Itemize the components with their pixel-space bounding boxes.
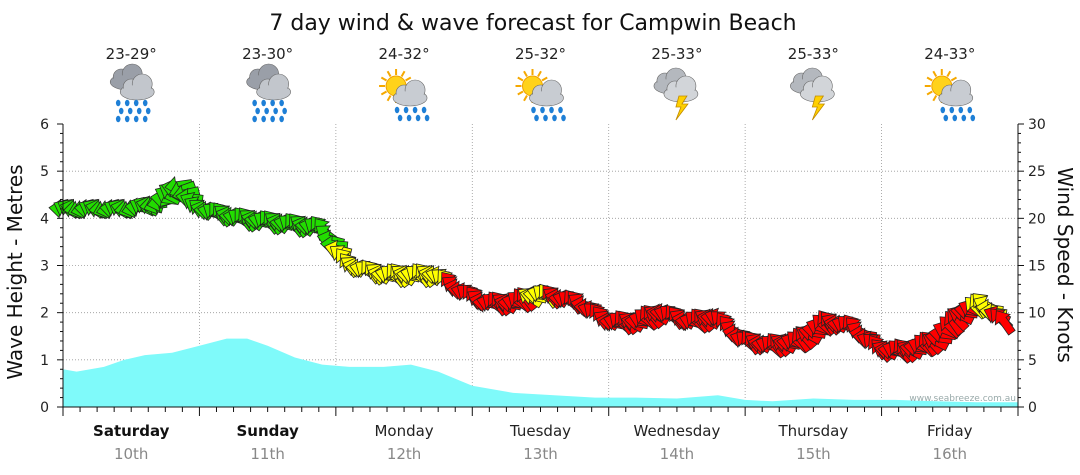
day-name-label: Tuesday	[509, 422, 571, 440]
storm-icon	[790, 67, 835, 121]
right-tick-label: 0	[1028, 400, 1037, 416]
left-tick-label: 3	[40, 259, 49, 275]
day-name-label: Sunday	[236, 422, 299, 440]
right-tick-label: 10	[1028, 306, 1046, 322]
right-tick-label: 20	[1028, 211, 1046, 227]
day-date-label: 14th	[660, 445, 694, 463]
wave-area	[63, 338, 1018, 407]
weather-icons: 23-29° 23-30° 24-32° 25-32° 25-33° 25-33° 24-3…	[106, 45, 976, 123]
sun-rain-icon	[515, 69, 566, 122]
day-date-label: 16th	[933, 445, 967, 463]
sun-rain-icon	[924, 69, 976, 122]
temp-range-label: 25-33°	[651, 45, 702, 63]
left-tick-label: 0	[40, 400, 49, 416]
heavy-rain-icon	[109, 63, 155, 123]
right-tick-label: 25	[1028, 164, 1046, 180]
day-name-label: Saturday	[93, 422, 170, 440]
left-tick-label: 2	[40, 306, 49, 322]
day-date-label: 11th	[250, 445, 284, 463]
wind-arrows	[48, 176, 1016, 364]
left-tick-label: 5	[40, 164, 49, 180]
day-labels: Saturday 10th Sunday 11th Monday 12th Tuesday 1…	[62, 407, 1019, 463]
left-tick-label: 6	[40, 117, 49, 133]
left-tick-label: 1	[40, 353, 49, 369]
day-date-label: 10th	[114, 445, 148, 463]
watermark: www.seabreeze.com.au	[909, 394, 1016, 404]
temp-range-label: 25-33°	[788, 45, 839, 63]
right-axis-label: Wind Speed - Knots	[1053, 167, 1077, 363]
temp-range-label: 24-32°	[379, 45, 430, 63]
left-tick-label: 4	[40, 211, 49, 227]
day-name-label: Monday	[374, 422, 433, 440]
heavy-rain-icon	[246, 63, 291, 123]
right-tick-label: 15	[1028, 259, 1046, 275]
day-date-label: 15th	[796, 445, 830, 463]
day-name-label: Friday	[927, 422, 973, 440]
right-tick-label: 30	[1028, 117, 1046, 133]
sun-rain-icon	[379, 69, 430, 122]
day-date-label: 13th	[523, 445, 557, 463]
storm-icon	[653, 67, 699, 121]
right-tick-label: 5	[1028, 353, 1037, 369]
temp-range-label: 23-30°	[242, 45, 293, 63]
temp-range-label: 23-29°	[106, 45, 157, 63]
chart-title: 7 day wind & wave forecast for Campwin B…	[269, 11, 796, 36]
temp-range-label: 24-33°	[924, 45, 975, 63]
day-name-label: Wednesday	[634, 422, 721, 440]
day-name-label: Thursday	[777, 422, 848, 440]
wind-arrow	[994, 310, 1016, 336]
temp-range-label: 25-32°	[515, 45, 566, 63]
left-axis-label: Wave Height - Metres	[3, 164, 27, 379]
wave-height-area	[63, 338, 1018, 407]
day-date-label: 12th	[387, 445, 421, 463]
y-ticks: 0 1 2 3 4 5 6 0 5 10 15 20 25 30	[40, 117, 1046, 416]
